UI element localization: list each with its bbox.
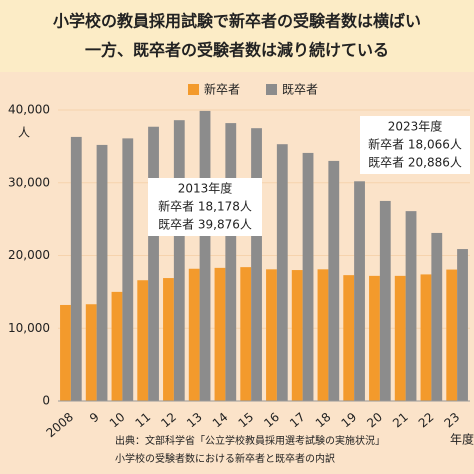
bar bbox=[302, 152, 314, 401]
bar bbox=[111, 291, 123, 401]
bar bbox=[420, 274, 432, 401]
bar bbox=[369, 275, 380, 401]
annotation-box bbox=[148, 178, 262, 236]
y-axis-label: 人 bbox=[18, 126, 30, 140]
bar bbox=[446, 269, 458, 401]
annotation: 既卒者 39,876人 bbox=[158, 218, 252, 232]
annotation-box bbox=[360, 116, 470, 174]
y-tick-label: 40,000 bbox=[8, 103, 50, 117]
annotation: 既卒者 20,886人 bbox=[368, 156, 462, 170]
annotation: 2013年度 bbox=[178, 181, 233, 196]
legend-label: 既卒者 bbox=[282, 83, 318, 97]
bar bbox=[251, 128, 262, 401]
annotation: 新卒者 18,066人 bbox=[368, 137, 462, 152]
annotation: 2023年度 bbox=[388, 119, 443, 134]
bar bbox=[96, 144, 108, 402]
bar bbox=[405, 211, 417, 401]
bar bbox=[60, 304, 71, 401]
bar bbox=[85, 304, 97, 401]
y-tick-label: 0 bbox=[42, 394, 50, 408]
title-band bbox=[0, 0, 474, 72]
x-axis-label: 年度 bbox=[450, 432, 474, 447]
legend-label: 新卒者 bbox=[204, 82, 240, 97]
bar bbox=[291, 270, 303, 401]
bar bbox=[394, 275, 406, 401]
bar bbox=[328, 160, 340, 401]
bar bbox=[137, 280, 149, 401]
legend-swatch bbox=[266, 84, 277, 95]
bar bbox=[317, 269, 329, 401]
source: 出典：文部科学省「公立学校教員採用選考試験の実施状況」 bbox=[115, 434, 385, 447]
bar bbox=[240, 267, 252, 401]
bar bbox=[70, 136, 82, 402]
bar bbox=[354, 181, 365, 401]
source: 小学校の受験者数における新卒者と既卒者の内訳 bbox=[115, 452, 335, 465]
bar bbox=[173, 120, 185, 401]
bar bbox=[276, 144, 288, 401]
annotation: 新卒者 18,178人 bbox=[158, 199, 252, 214]
bar bbox=[379, 200, 391, 401]
bar bbox=[122, 138, 134, 401]
y-tick-label: 10,000 bbox=[8, 321, 50, 335]
bar bbox=[163, 278, 174, 401]
bar bbox=[188, 268, 200, 401]
bar bbox=[214, 267, 226, 401]
bar bbox=[199, 110, 211, 401]
chart-title: 小学校の教員採用試験で新卒者の受験者数は横ばい bbox=[53, 12, 421, 31]
y-tick-label: 30,000 bbox=[8, 175, 50, 189]
chart-title: 一方、既卒者の受験者数は減り続けている bbox=[85, 41, 389, 60]
bar bbox=[225, 123, 237, 401]
legend-swatch bbox=[188, 84, 199, 95]
bar bbox=[431, 232, 443, 401]
y-tick-label: 20,000 bbox=[8, 248, 50, 262]
bar bbox=[148, 126, 159, 402]
bar bbox=[266, 269, 277, 401]
bar bbox=[457, 249, 468, 401]
bar bbox=[343, 275, 355, 401]
